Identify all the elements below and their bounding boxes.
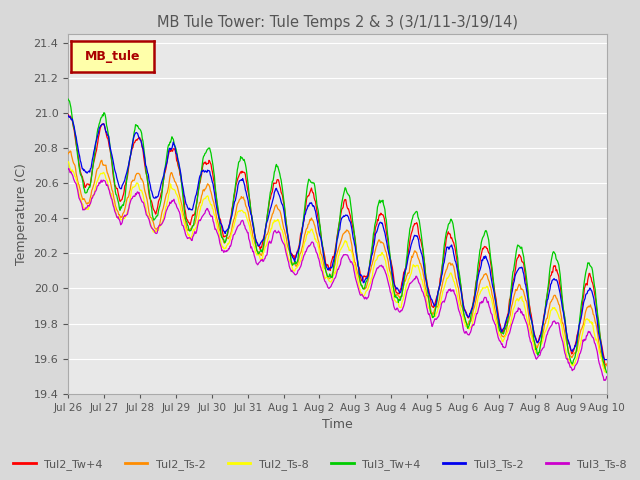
Legend: Tul2_Tw+4, Tul2_Ts-2, Tul2_Ts-8, Tul3_Tw+4, Tul3_Ts-2, Tul3_Ts-8: Tul2_Tw+4, Tul2_Ts-2, Tul2_Ts-8, Tul3_Tw…	[9, 455, 631, 474]
Y-axis label: Temperature (C): Temperature (C)	[15, 163, 28, 265]
X-axis label: Time: Time	[322, 419, 353, 432]
Title: MB Tule Tower: Tule Temps 2 & 3 (3/1/11-3/19/14): MB Tule Tower: Tule Temps 2 & 3 (3/1/11-…	[157, 15, 518, 30]
